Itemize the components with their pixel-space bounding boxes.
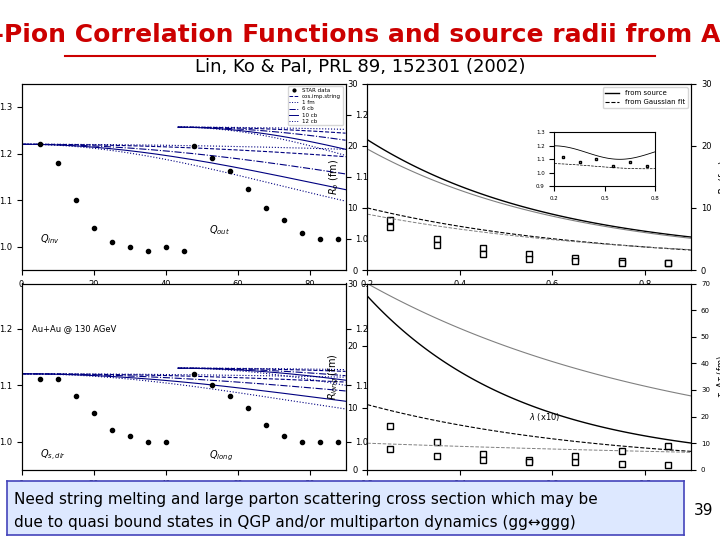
- Y-axis label: $R_{long}$ (fm): $R_{long}$ (fm): [327, 353, 341, 400]
- Line: from Gaussian fit: from Gaussian fit: [367, 208, 691, 250]
- from Gaussian fit: [556, 237, 564, 243]
- Text: Au+Au @ 130 AGeV: Au+Au @ 130 AGeV: [32, 325, 117, 334]
- from source: [661, 231, 670, 237]
- Text: $Q_{s,dir}$: $Q_{s,dir}$: [40, 448, 66, 463]
- Text: $Q_{long}$: $Q_{long}$: [209, 449, 233, 463]
- from Gaussian fit: [363, 205, 372, 211]
- from Gaussian fit: [438, 220, 447, 227]
- Y-axis label: $\tau$, $\Delta\tau$ (fm): $\tau$, $\Delta\tau$ (fm): [716, 355, 720, 398]
- from source: [438, 176, 447, 182]
- Y-axis label: $R_s$ (fm): $R_s$ (fm): [717, 159, 720, 194]
- from source: [530, 206, 539, 213]
- Text: $\lambda$ (x10): $\lambda$ (x10): [529, 411, 561, 423]
- Legend: from source, from Gaussian fit: from source, from Gaussian fit: [603, 87, 688, 108]
- from Gaussian fit: [670, 246, 679, 252]
- from Gaussian fit: [687, 247, 696, 253]
- from source: [687, 234, 696, 240]
- from Gaussian fit: [530, 233, 539, 240]
- from Gaussian fit: [425, 218, 433, 224]
- Text: 39: 39: [693, 503, 713, 518]
- Text: due to quasi bound states in QGP and/or multiparton dynamics (gg↔ggg): due to quasi bound states in QGP and/or …: [14, 515, 576, 530]
- X-axis label: $m_t$ (GeV/c): $m_t$ (GeV/c): [499, 494, 559, 508]
- Text: Two-Pion Correlation Functions and source radii from AMPT: Two-Pion Correlation Functions and sourc…: [0, 23, 720, 47]
- from source: [425, 170, 433, 177]
- X-axis label: Q (MeV/c): Q (MeV/c): [156, 494, 211, 504]
- Text: Need string melting and large parton scattering cross section which may be: Need string melting and large parton sca…: [14, 492, 598, 507]
- from Gaussian fit: [661, 245, 670, 252]
- Line: from source: from source: [367, 140, 691, 237]
- Text: $Q_{inv}$: $Q_{inv}$: [40, 232, 60, 246]
- from source: [556, 213, 564, 219]
- Legend: STAR data, cos.imp.string, 1 fm, 6 cb, 10 cb, 12 cb: STAR data, cos.imp.string, 1 fm, 6 cb, 1…: [288, 86, 343, 125]
- Text: $Q_{out}$: $Q_{out}$: [209, 222, 230, 237]
- from source: [670, 232, 679, 239]
- Y-axis label: $R_o$ (fm): $R_o$ (fm): [328, 159, 341, 195]
- Text: Lin, Ko & Pal, PRL 89, 152301 (2002): Lin, Ko & Pal, PRL 89, 152301 (2002): [194, 58, 526, 77]
- from source: [363, 137, 372, 143]
